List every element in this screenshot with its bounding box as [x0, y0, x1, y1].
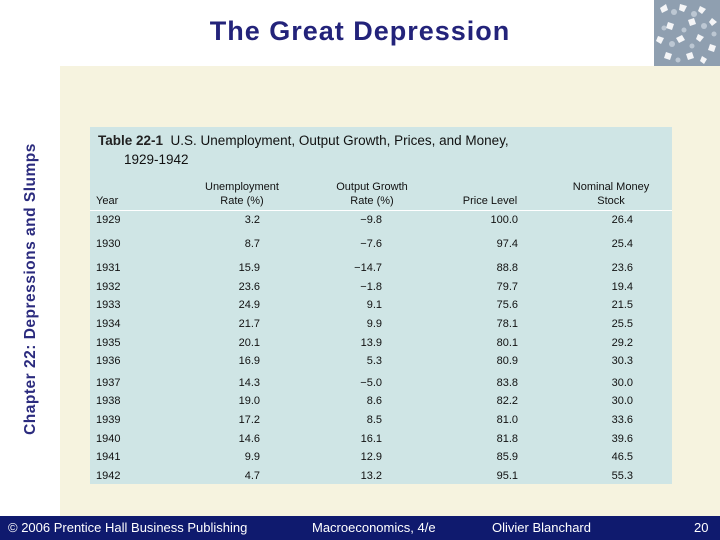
cell-money-stock: 19.4 — [611, 281, 633, 293]
cell-unemployment-rate: 15.9 — [238, 262, 260, 274]
slide-title: The Great Depression — [209, 16, 511, 46]
footer-book-title: Macroeconomics, 4/e — [312, 520, 436, 535]
cell-price-level: 78.1 — [496, 318, 518, 330]
cell-price-level: 97.4 — [496, 238, 518, 250]
cell-price-level: 100.0 — [490, 214, 518, 226]
cell-price-level: 81.8 — [496, 433, 518, 445]
cell-unemployment-rate: 14.6 — [238, 433, 260, 445]
footer-bar: © 2006 Prentice Hall Business Publishing… — [0, 516, 720, 540]
header-money-stock-line-2: Stock — [597, 195, 625, 207]
cell-unemployment-rate: 8.7 — [244, 238, 260, 250]
cell-money-stock: 39.6 — [611, 433, 633, 445]
header-money-stock-line-1: Nominal Money — [572, 181, 650, 193]
cell-year: 1931 — [96, 262, 121, 274]
cell-price-level: 80.1 — [496, 337, 518, 349]
cell-year: 1937 — [96, 377, 121, 389]
cell-unemployment-rate: 23.6 — [238, 281, 260, 293]
header-output-growth-line-1: Output Growth — [336, 181, 408, 193]
cell-output-growth: 9.9 — [366, 318, 382, 330]
cell-year: 1939 — [96, 414, 121, 426]
cell-output-growth: 5.3 — [366, 355, 382, 367]
cell-output-growth: 9.1 — [366, 299, 382, 311]
footer-page-number: 20 — [694, 520, 709, 535]
cell-money-stock: 30.0 — [611, 395, 633, 407]
table-caption: Table 22-1 U.S. Unemployment, Output Gro… — [98, 131, 658, 169]
cell-unemployment-rate: 4.7 — [244, 470, 260, 482]
cell-output-growth: 13.9 — [360, 337, 382, 349]
cell-money-stock: 46.5 — [611, 451, 633, 463]
cell-year: 1940 — [96, 433, 121, 445]
cell-unemployment-rate: 14.3 — [238, 377, 260, 389]
cell-unemployment-rate: 17.2 — [238, 414, 260, 426]
table-label: Table 22-1 — [98, 133, 164, 148]
cell-year: 1932 — [96, 281, 121, 293]
cell-year: 1929 — [96, 214, 121, 226]
cell-output-growth: −14.7 — [354, 262, 382, 274]
cell-output-growth: −7.6 — [360, 238, 382, 250]
cell-price-level: 79.7 — [496, 281, 518, 293]
chapter-side-title-text: Chapter 22: Depressions and Slumps — [22, 143, 39, 435]
cell-year: 1936 — [96, 355, 121, 367]
cell-year: 1930 — [96, 238, 121, 250]
header-output-growth: Output Growth Rate (%) — [314, 180, 430, 208]
cell-unemployment-rate: 21.7 — [238, 318, 260, 330]
cell-unemployment-rate: 9.9 — [244, 451, 260, 463]
cell-unemployment-rate: 16.9 — [238, 355, 260, 367]
chapter-side-title: Chapter 22: Depressions and Slumps — [20, 88, 42, 490]
cell-output-growth: 16.1 — [360, 433, 382, 445]
cell-price-level: 85.9 — [496, 451, 518, 463]
cell-year: 1935 — [96, 337, 121, 349]
cell-money-stock: 26.4 — [611, 214, 633, 226]
cell-output-growth: 8.5 — [366, 414, 382, 426]
cell-unemployment-rate: 3.2 — [244, 214, 260, 226]
cell-price-level: 82.2 — [496, 395, 518, 407]
header-year: Year — [96, 195, 119, 207]
cell-price-level: 83.8 — [496, 377, 518, 389]
cell-year: 1941 — [96, 451, 121, 463]
cell-output-growth: −5.0 — [360, 377, 382, 389]
cell-money-stock: 21.5 — [611, 299, 633, 311]
footer-copyright: © 2006 Prentice Hall Business Publishing — [8, 520, 248, 535]
cell-money-stock: 25.4 — [611, 238, 633, 250]
cell-unemployment-rate: 24.9 — [238, 299, 260, 311]
cell-money-stock: 29.2 — [611, 337, 633, 349]
cell-year: 1942 — [96, 470, 121, 482]
cell-output-growth: −1.8 — [360, 281, 382, 293]
table-caption-line-1: Table 22-1 U.S. Unemployment, Output Gro… — [98, 131, 658, 150]
cell-output-growth: −9.8 — [360, 214, 382, 226]
cell-money-stock: 30.3 — [611, 355, 633, 367]
cell-price-level: 75.6 — [496, 299, 518, 311]
cell-money-stock: 55.3 — [611, 470, 633, 482]
table-caption-text: U.S. Unemployment, Output Growth, Prices… — [170, 133, 509, 148]
cell-price-level: 95.1 — [496, 470, 518, 482]
cell-money-stock: 30.0 — [611, 377, 633, 389]
cell-output-growth: 13.2 — [360, 470, 382, 482]
cell-output-growth: 12.9 — [360, 451, 382, 463]
cell-unemployment-rate: 19.0 — [238, 395, 260, 407]
cell-price-level: 80.9 — [496, 355, 518, 367]
cell-money-stock: 23.6 — [611, 262, 633, 274]
header-unemployment-line-2: Rate (%) — [220, 195, 264, 207]
header-divider — [90, 210, 672, 211]
cell-money-stock: 25.5 — [611, 318, 633, 330]
cell-price-level: 81.0 — [496, 414, 518, 426]
cell-output-growth: 8.6 — [366, 395, 382, 407]
cell-year: 1934 — [96, 318, 121, 330]
table-panel — [90, 127, 672, 484]
footer-author: Olivier Blanchard — [492, 520, 591, 535]
header-money-stock: Nominal Money Stock — [556, 180, 666, 208]
pattern-logo-icon — [654, 0, 720, 66]
header-price-level: Price Level — [462, 195, 518, 207]
cell-price-level: 88.8 — [496, 262, 518, 274]
cell-unemployment-rate: 20.1 — [238, 337, 260, 349]
cell-year: 1933 — [96, 299, 121, 311]
header-unemployment-line-1: Unemployment — [205, 181, 279, 193]
cell-money-stock: 33.6 — [611, 414, 633, 426]
header-unemployment: Unemployment Rate (%) — [184, 180, 300, 208]
header-output-growth-line-2: Rate (%) — [350, 195, 394, 207]
table-caption-years: 1929-1942 — [124, 152, 189, 167]
cell-year: 1938 — [96, 395, 121, 407]
